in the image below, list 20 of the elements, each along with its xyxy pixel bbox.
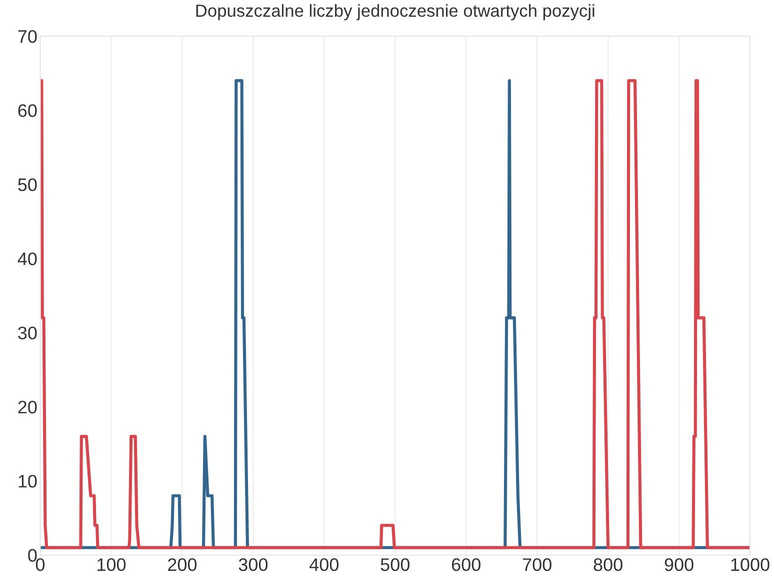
x-tick-label: 500 (380, 558, 410, 572)
x-tick-label: 400 (310, 558, 339, 572)
x-tick-label: 300 (238, 558, 268, 572)
x-tick-label: 700 (522, 558, 552, 572)
x-tick-label: 600 (452, 558, 480, 572)
y-tick-label: 40 (18, 252, 37, 266)
y-tick-label: 30 (18, 326, 37, 340)
line-series (40, 79, 750, 550)
y-tick-label: 20 (18, 400, 37, 414)
y-tick-label: 10 (18, 474, 37, 488)
x-tick-label: 1000 (731, 558, 770, 572)
y-tick-label: 50 (18, 178, 37, 192)
y-tick-label: 70 (18, 30, 37, 43)
y-tick-label: 0 (28, 548, 37, 562)
x-tick-label: 100 (98, 558, 126, 572)
x-tick-label: 800 (594, 558, 622, 572)
x-tick-label: 200 (168, 558, 197, 572)
x-tick-label: 900 (664, 558, 694, 572)
chart-title: Dopuszczalne liczby jednoczesnie otwartych pozycji (196, 4, 594, 20)
y-tick-label: 60 (18, 104, 37, 117)
